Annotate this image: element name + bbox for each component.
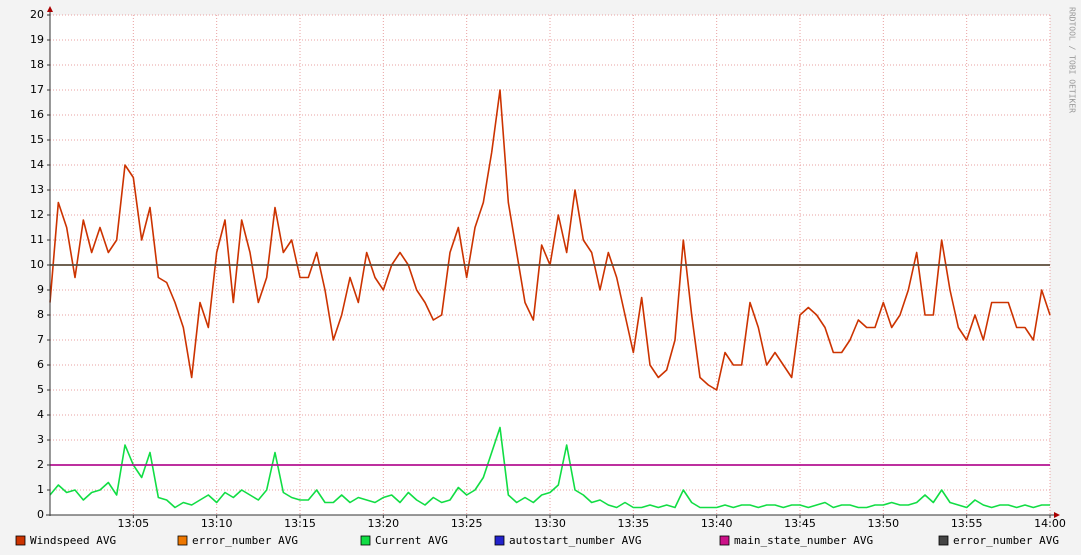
x-tick-label: 14:00 (1034, 517, 1066, 530)
lines (49, 89, 1051, 509)
series-line (49, 426, 1050, 509)
y-tick-label: 18 (30, 58, 44, 71)
y-tick-label: 3 (37, 433, 44, 446)
legend-label: Current AVG (375, 534, 448, 547)
legend-swatch (494, 535, 505, 546)
x-tick-label: 13:40 (701, 517, 733, 530)
y-tick-label: 9 (37, 283, 44, 296)
x-tick-label: 13:35 (617, 517, 649, 530)
y-tick-label: 12 (30, 208, 44, 221)
x-axis-arrow (1054, 512, 1060, 518)
x-tick-label: 13:10 (201, 517, 233, 530)
legend-swatch (938, 535, 949, 546)
y-tick-label: 5 (37, 383, 44, 396)
x-tick-label: 13:25 (451, 517, 483, 530)
y-tick-label: 20 (30, 8, 44, 21)
y-tick-label: 7 (37, 333, 44, 346)
y-tick-label: 2 (37, 458, 44, 471)
legend-label: main_state_number AVG (734, 534, 873, 547)
legend-swatch (15, 535, 26, 546)
legend-label: error_number AVG (953, 534, 1059, 547)
legend-label: error_number AVG (192, 534, 298, 547)
x-tick-label: 13:45 (784, 517, 816, 530)
y-tick-label: 19 (30, 33, 44, 46)
y-tick-label: 1 (37, 483, 44, 496)
y-tick-label: 4 (37, 408, 44, 421)
x-tick-label: 13:05 (117, 517, 149, 530)
legend-swatch (177, 535, 188, 546)
x-tick-label: 13:30 (534, 517, 566, 530)
y-tick-label: 14 (30, 158, 44, 171)
y-tick-label: 6 (37, 358, 44, 371)
y-tick-label: 15 (30, 133, 44, 146)
x-tick-label: 13:15 (284, 517, 316, 530)
x-tick-label: 13:50 (867, 517, 899, 530)
y-tick-label: 13 (30, 183, 44, 196)
y-axis-arrow (47, 6, 53, 12)
y-tick-label: 17 (30, 83, 44, 96)
y-tick-label: 16 (30, 108, 44, 121)
legend-swatch (719, 535, 730, 546)
legend-label: Windspeed AVG (30, 534, 116, 547)
watermark: RRDTOOL / TOBI OETIKER (1068, 7, 1077, 113)
y-tick-label: 8 (37, 308, 44, 321)
y-tick-label: 11 (30, 233, 44, 246)
legend: Windspeed AVG error_number AVG Current AVG… (15, 534, 1059, 547)
legend-label: autostart_number AVG (509, 534, 641, 547)
y-tick-label: 0 (37, 508, 44, 521)
y-tick-label: 10 (30, 258, 44, 271)
x-tick-label: 13:55 (951, 517, 983, 530)
x-tick-label: 13:20 (367, 517, 399, 530)
legend-swatch (360, 535, 371, 546)
